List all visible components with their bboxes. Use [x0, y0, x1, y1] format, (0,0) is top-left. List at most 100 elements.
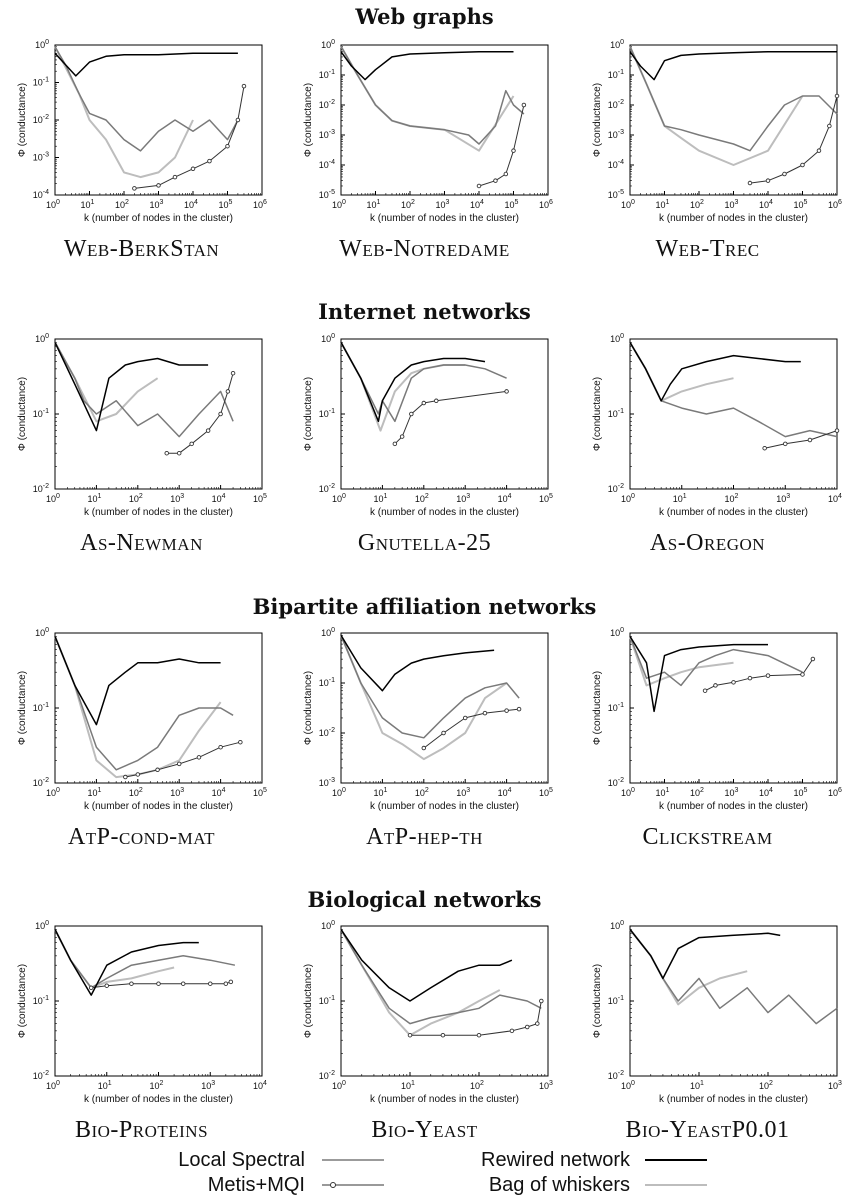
- panel-name-gnutella-25: Gnutella-25: [357, 530, 492, 556]
- x-tick-exp: 0: [342, 493, 346, 500]
- y-tick-exp: -2: [43, 114, 49, 121]
- y-tick-exp: -1: [43, 77, 49, 84]
- x-tick-exp: 0: [56, 787, 60, 794]
- point-metis-mqi: [810, 656, 816, 662]
- plot-frame: [340, 632, 549, 784]
- x-tick-exp: 2: [125, 199, 129, 206]
- x-tick-label: 104: [498, 787, 512, 798]
- section-title-bipartite: Bipartite affiliation networks: [252, 594, 597, 619]
- x-tick-exp: 4: [222, 493, 226, 500]
- y-tick-label: 10-1: [608, 995, 624, 1006]
- x-tick-exp: 5: [263, 493, 267, 500]
- x-tick-exp: 0: [631, 199, 635, 206]
- y-tick-label: 10-2: [608, 777, 624, 788]
- x-tick-exp: 2: [139, 493, 143, 500]
- point-metis-mqi: [207, 158, 212, 164]
- point-metis-mqi: [196, 755, 202, 760]
- series-rewired-network: [340, 634, 495, 692]
- x-tick-exp: 1: [383, 493, 387, 500]
- series-local-spectral: [629, 46, 838, 152]
- x-tick-label: 102: [415, 787, 429, 798]
- legend-label-local-spectral: Local Spectral: [178, 1149, 305, 1171]
- series-local-spectral: [340, 929, 542, 1025]
- y-tick-label: 10-2: [33, 1070, 49, 1081]
- y-tick-label: 10-4: [33, 189, 49, 200]
- plot-frame: [629, 632, 838, 784]
- chart-web-trec: 100 101 102 103 104 105 10610-510-410-310-210-…: [592, 39, 842, 224]
- plot-frame: [629, 925, 838, 1077]
- x-tick-label: 101: [81, 199, 95, 210]
- point-metis-mqi: [407, 1032, 413, 1038]
- x-tick-exp: 3: [735, 787, 739, 794]
- chart-web-notredame: 100 101 102 103 104 105 10610-510-410-310-210-…: [303, 39, 553, 224]
- y-tick-exp: 0: [331, 39, 335, 46]
- x-tick-exp: 2: [139, 787, 143, 794]
- series-local-spectral: [629, 636, 803, 687]
- y-tick-label: 10-2: [608, 99, 624, 110]
- y-tick-label: 10-5: [608, 189, 624, 200]
- x-tick-label: 101: [367, 199, 381, 210]
- point-metis-mqi: [493, 178, 498, 183]
- x-tick-label: 101: [656, 199, 670, 210]
- x-tick-exp: 0: [56, 1080, 60, 1087]
- x-axis-label: k (number of nodes in the cluster): [370, 1094, 519, 1105]
- y-tick-label: 100: [35, 627, 49, 638]
- series-bag-of-whiskers: [54, 636, 222, 779]
- panel-name-bio-yeast: Bio-Yeast: [371, 1117, 478, 1143]
- x-tick-label: 104: [212, 493, 226, 504]
- x-tick-label: 103: [725, 199, 739, 210]
- x-tick-label: 100: [332, 1080, 346, 1091]
- x-tick-exp: 4: [508, 787, 512, 794]
- legend-label-rewired-network: Rewired network: [481, 1149, 631, 1171]
- x-tick-exp: 4: [508, 493, 512, 500]
- y-axis-label: Φ (conductance): [303, 83, 314, 157]
- series-metis-mqi: [764, 430, 838, 449]
- series-metis-mqi: [91, 981, 231, 989]
- x-tick-exp: 2: [735, 493, 739, 500]
- point-metis-mqi: [747, 180, 753, 186]
- y-tick-label: 100: [610, 39, 624, 50]
- y-tick-label: 10-1: [319, 408, 335, 419]
- x-tick-label: 104: [759, 787, 773, 798]
- point-metis-mqi: [539, 998, 544, 1004]
- panel-name-as-oregon: As-Oregon: [649, 530, 766, 556]
- point-metis-mqi: [476, 1032, 482, 1038]
- x-tick-exp: 3: [466, 787, 470, 794]
- x-tick-exp: 2: [769, 1080, 773, 1087]
- series-metis-mqi: [394, 390, 507, 445]
- x-tick-label: 102: [470, 1080, 484, 1091]
- x-tick-label: 101: [87, 493, 101, 504]
- point-metis-mqi: [702, 688, 708, 693]
- y-tick-exp: -2: [329, 483, 335, 490]
- x-tick-exp: 3: [180, 787, 184, 794]
- y-tick-exp: 0: [620, 920, 624, 927]
- x-tick-label: 100: [332, 199, 346, 210]
- y-tick-label: 10-5: [319, 189, 335, 200]
- point-metis-mqi: [409, 411, 414, 417]
- y-axis-label: Φ (conductance): [17, 83, 28, 157]
- x-tick-exp: 0: [56, 493, 60, 500]
- y-tick-exp: -2: [43, 1070, 49, 1077]
- point-metis-mqi: [747, 675, 753, 681]
- x-tick-exp: 3: [735, 199, 739, 206]
- x-tick-exp: 0: [56, 199, 60, 206]
- y-tick-exp: 0: [331, 627, 335, 634]
- point-metis-mqi: [535, 1021, 540, 1026]
- y-tick-exp: -1: [618, 702, 624, 709]
- series-metis-mqi: [134, 86, 245, 189]
- x-tick-exp: 2: [425, 787, 429, 794]
- point-metis-mqi: [834, 93, 840, 99]
- y-tick-exp: -3: [329, 129, 335, 136]
- x-tick-label: 104: [184, 199, 198, 210]
- x-tick-label: 105: [539, 493, 553, 504]
- y-tick-label: 100: [610, 333, 624, 344]
- point-metis-mqi: [421, 400, 427, 406]
- series-rewired-network: [629, 342, 801, 402]
- y-axis-label: Φ (conductance): [592, 671, 603, 745]
- x-tick-exp: 1: [377, 199, 381, 206]
- x-tick-label: 101: [673, 493, 687, 504]
- x-tick-label: 102: [690, 199, 704, 210]
- x-tick-exp: 3: [160, 199, 164, 206]
